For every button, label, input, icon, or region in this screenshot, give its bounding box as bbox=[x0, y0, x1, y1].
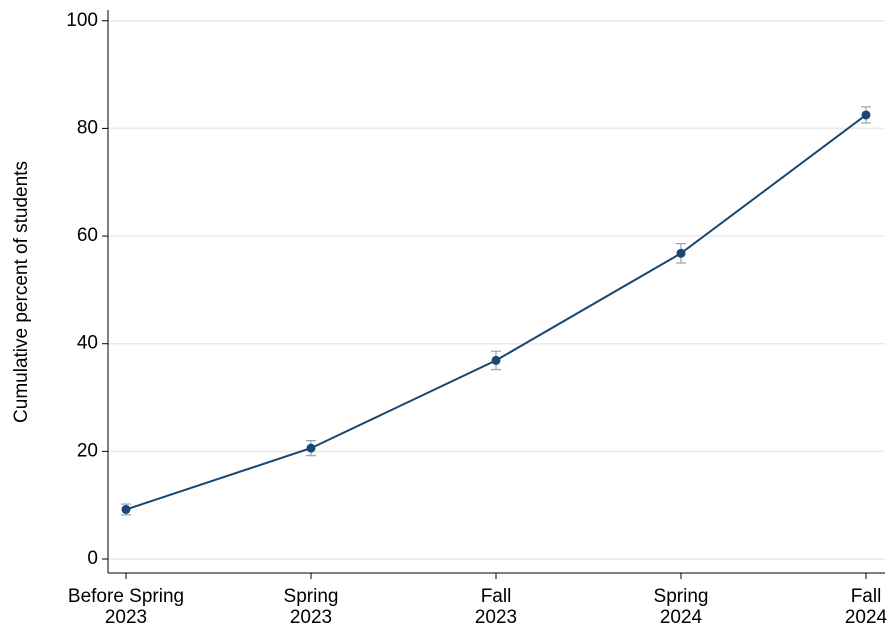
point bbox=[676, 248, 686, 258]
x-tick-label: Fall bbox=[851, 586, 882, 607]
y-axis-label: Cumulative percent of students bbox=[11, 161, 32, 423]
x-tick-label: 2024 bbox=[660, 607, 703, 628]
x-tick-label: Spring bbox=[284, 586, 339, 607]
point bbox=[491, 355, 501, 365]
x-tick-label: Before Spring bbox=[68, 586, 184, 607]
y-tick-label: 80 bbox=[77, 117, 98, 138]
y-tick-label: 20 bbox=[77, 440, 98, 461]
series-line bbox=[125, 114, 867, 511]
x-tick-label: 2023 bbox=[105, 607, 147, 628]
x-tick-label: 2023 bbox=[475, 607, 517, 628]
x-tick-label: 2024 bbox=[845, 607, 888, 628]
x-tick-label: 2023 bbox=[290, 607, 332, 628]
y-tick-label: 40 bbox=[77, 333, 98, 354]
point bbox=[861, 110, 871, 120]
point bbox=[306, 443, 316, 453]
y-tick-label: 0 bbox=[87, 548, 98, 569]
y-tick-label: 100 bbox=[66, 10, 98, 31]
y-tick-label: 60 bbox=[77, 225, 98, 246]
x-tick-label: Fall bbox=[481, 586, 512, 607]
point bbox=[121, 504, 131, 514]
x-tick-label: Spring bbox=[654, 586, 709, 607]
